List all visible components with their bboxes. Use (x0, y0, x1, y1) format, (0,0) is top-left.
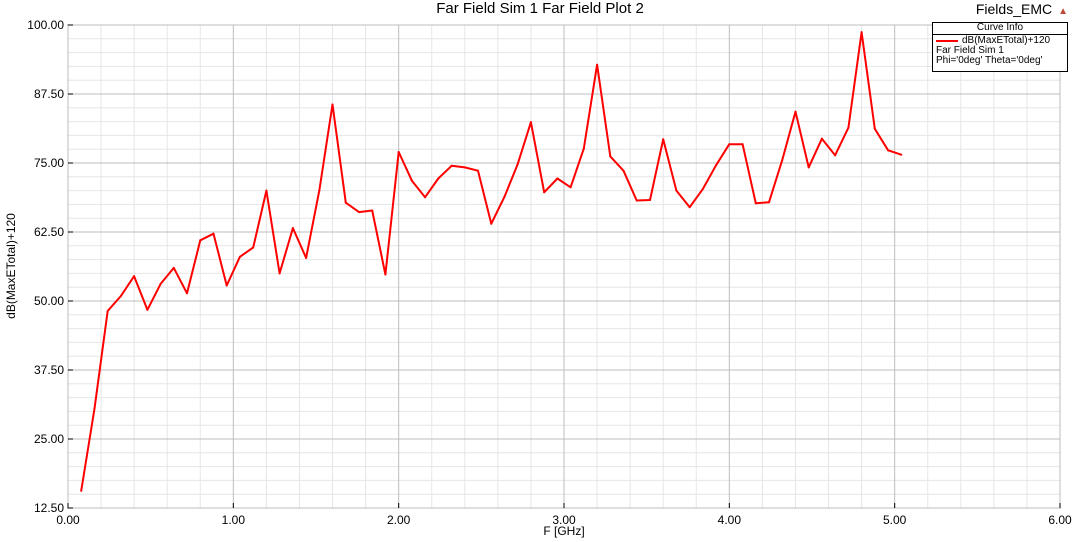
data-point (186, 292, 189, 295)
data-point (609, 155, 612, 158)
data-point (146, 308, 149, 311)
data-point (397, 150, 400, 153)
data-point (741, 143, 744, 146)
data-point (278, 272, 281, 275)
data-point (199, 239, 202, 242)
data-point (331, 103, 334, 106)
data-point (252, 246, 255, 249)
x-tick-label: 1.00 (222, 513, 246, 527)
y-tick-label: 37.50 (34, 363, 64, 377)
legend-swatch (936, 40, 958, 42)
data-point (238, 255, 241, 258)
data-point (860, 31, 863, 34)
data-point (529, 121, 532, 124)
y-tick-label: 62.50 (34, 225, 64, 239)
data-point (662, 138, 665, 141)
data-point (820, 137, 823, 140)
data-point (847, 126, 850, 129)
x-tick-label: 4.00 (718, 513, 742, 527)
legend-angle: Phi='0deg' Theta='0deg' (936, 55, 1043, 66)
triangle-up-icon[interactable]: ▲ (1058, 6, 1068, 17)
legend-header: Curve Info (933, 23, 1067, 35)
data-point (873, 127, 876, 130)
x-tick-label: 5.00 (883, 513, 907, 527)
data-point (648, 198, 651, 201)
data-point (159, 282, 162, 285)
data-point (106, 309, 109, 312)
data-point (543, 191, 546, 194)
data-point (225, 284, 228, 287)
chart-title: Far Field Sim 1 Far Field Plot 2 (436, 0, 644, 17)
data-point (728, 143, 731, 146)
data-point (463, 166, 466, 169)
data-point (93, 407, 96, 410)
data-point (357, 211, 360, 214)
x-tick-labels: 0.00 1.00 2.00 3.00 4.00 5.00 6.00 (56, 513, 1072, 527)
x-tick-label: 0.00 (56, 513, 80, 527)
data-point (172, 266, 175, 269)
legend-sim-name: Far Field Sim 1 (936, 45, 1004, 56)
data-point (384, 273, 387, 276)
y-tick-label: 87.50 (34, 87, 64, 101)
data-point (410, 179, 413, 182)
data-point (437, 177, 440, 180)
data-point (212, 232, 215, 235)
data-point (715, 164, 718, 167)
curve-info-legend[interactable]: Curve Info dB(MaxETotal)+120 Far Field S… (932, 22, 1068, 72)
y-axis-label: dB(MaxETotal)+120 (4, 213, 18, 319)
data-point (582, 147, 585, 150)
data-point (450, 164, 453, 167)
app-brand[interactable]: Fields_EMC ▲ (976, 1, 1068, 20)
data-point (516, 163, 519, 166)
data-point (754, 202, 757, 205)
x-axis-label: F [GHz] (543, 524, 584, 538)
x-tick-label: 2.00 (387, 513, 411, 527)
y-tick-label: 75.00 (34, 156, 64, 170)
data-point (834, 154, 837, 157)
legend-series-label: dB(MaxETotal)+120 (962, 35, 1051, 46)
data-point (556, 177, 559, 180)
data-point (119, 295, 122, 298)
data-point (781, 159, 784, 162)
y-tick-label: 12.50 (34, 501, 64, 515)
data-point (490, 222, 493, 225)
data-point (569, 186, 572, 189)
legend-entry[interactable]: dB(MaxETotal)+120 (933, 36, 1067, 46)
series-group (80, 31, 903, 492)
data-point (688, 206, 691, 209)
x-tick-label: 6.00 (1048, 513, 1072, 527)
data-point (887, 149, 890, 152)
data-point (701, 187, 704, 190)
data-point (371, 209, 374, 212)
data-point (768, 201, 771, 204)
y-tick-labels: 12.50 25.00 37.50 50.00 62.50 75.00 87.50 100.0… (27, 18, 64, 515)
y-tick-label: 25.00 (34, 432, 64, 446)
data-point (318, 189, 321, 192)
data-point (503, 195, 506, 198)
data-point (344, 201, 347, 204)
data-point (675, 189, 678, 192)
data-point (622, 169, 625, 172)
data-point (291, 227, 294, 230)
data-point (477, 169, 480, 172)
data-point (900, 153, 903, 156)
y-tick-label: 100.00 (27, 18, 64, 32)
data-point (635, 199, 638, 202)
data-point (80, 489, 83, 492)
brand-label: Fields_EMC (975, 1, 1053, 17)
y-tick-label: 50.00 (34, 294, 64, 308)
data-point (794, 110, 797, 113)
data-point (424, 196, 427, 199)
data-point (596, 63, 599, 66)
data-point (807, 166, 810, 169)
axis-ticks (67, 24, 1061, 509)
data-point (305, 256, 308, 259)
x-tick-label: 3.00 (552, 513, 576, 527)
data-point (133, 275, 136, 278)
data-point (265, 189, 268, 192)
